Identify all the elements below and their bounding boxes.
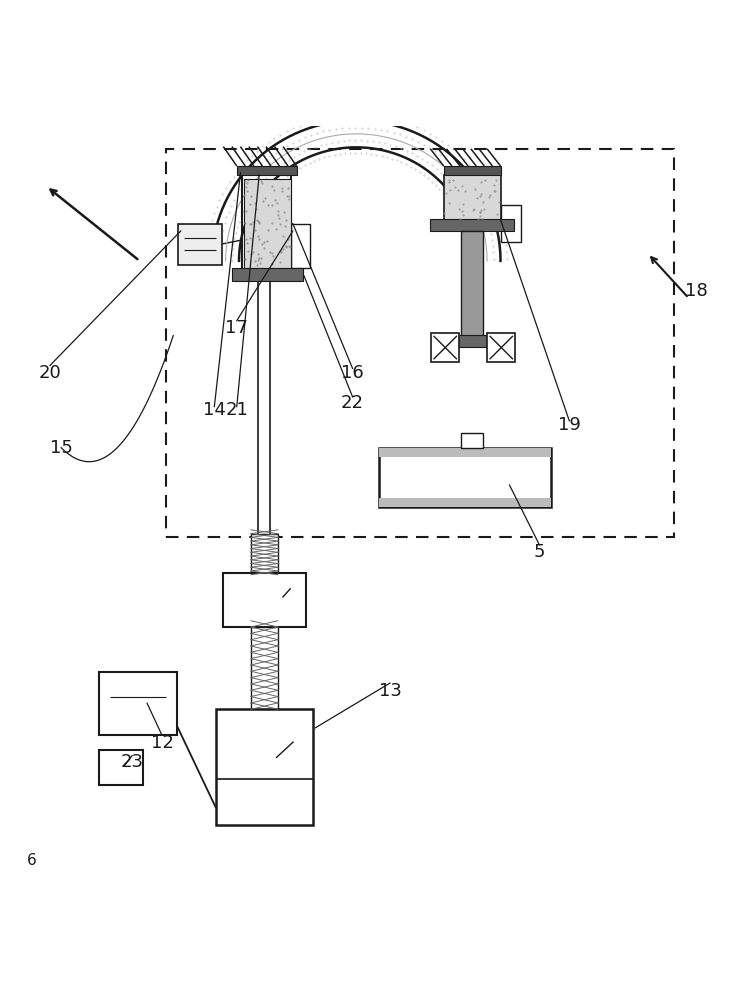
- Text: 13: 13: [379, 682, 401, 700]
- Bar: [98, 750, 143, 785]
- Bar: [251, 534, 278, 575]
- Bar: [431, 333, 460, 362]
- Bar: [166, 149, 674, 537]
- Text: 12: 12: [151, 734, 173, 752]
- Bar: [500, 205, 521, 242]
- Text: 15: 15: [50, 439, 73, 457]
- Text: 16: 16: [341, 364, 364, 382]
- Bar: [461, 433, 483, 448]
- Text: 17: 17: [225, 319, 248, 337]
- Bar: [442, 335, 502, 347]
- Bar: [98, 672, 177, 735]
- Bar: [244, 179, 290, 268]
- Text: 20: 20: [38, 364, 62, 382]
- Text: 22: 22: [341, 394, 364, 412]
- Bar: [444, 166, 500, 175]
- Bar: [291, 224, 310, 268]
- Bar: [461, 231, 483, 336]
- Bar: [216, 709, 313, 825]
- Bar: [430, 219, 514, 231]
- Text: 18: 18: [685, 282, 708, 300]
- Bar: [379, 448, 550, 457]
- Bar: [237, 166, 296, 175]
- Text: 5: 5: [534, 543, 545, 561]
- Text: 14: 14: [203, 401, 226, 419]
- Bar: [232, 268, 302, 281]
- Text: 6: 6: [26, 853, 36, 868]
- Text: 23: 23: [121, 753, 144, 771]
- Bar: [251, 627, 278, 709]
- Bar: [224, 573, 305, 627]
- Bar: [379, 498, 550, 507]
- Bar: [487, 333, 515, 362]
- Bar: [178, 224, 222, 265]
- Bar: [444, 175, 500, 220]
- Bar: [379, 448, 550, 507]
- Text: 21: 21: [225, 401, 248, 419]
- Text: 19: 19: [558, 416, 580, 434]
